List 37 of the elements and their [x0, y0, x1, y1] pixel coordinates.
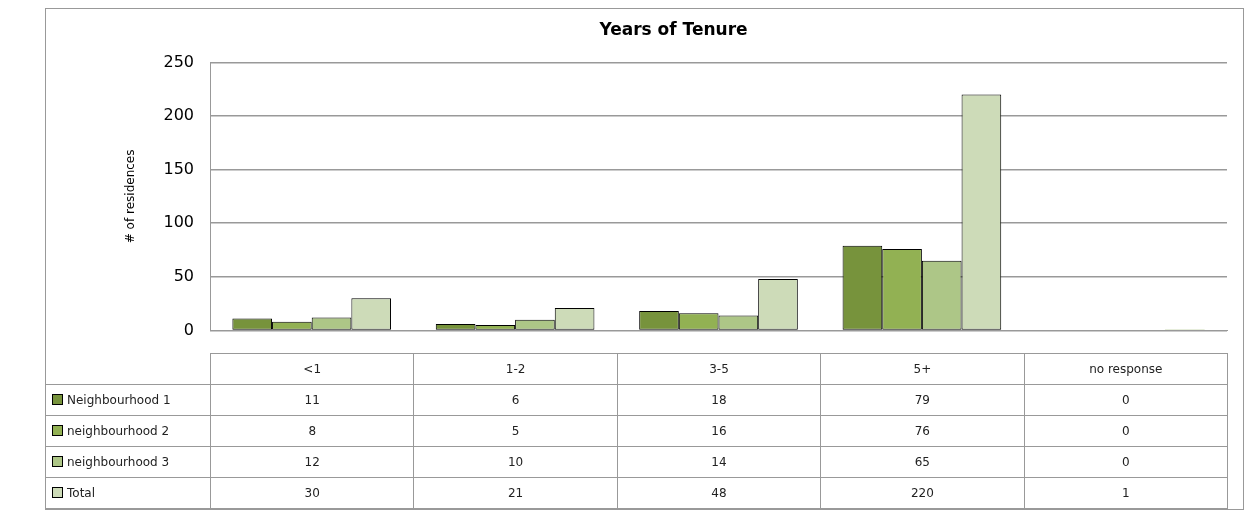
y-tick-label: 50 [173, 265, 194, 285]
data-label: 8 [210, 415, 414, 447]
y-tick-label: 100 [163, 212, 194, 232]
data-label: 30 [210, 477, 414, 509]
data-label: 12 [210, 446, 414, 478]
data-label: 0 [1024, 384, 1228, 416]
legend-label: neighbourhood 2 [45, 415, 211, 447]
data-label: 11 [210, 384, 414, 416]
data-label: 0 [1024, 415, 1228, 447]
x-tick-label: 1-2 [413, 353, 618, 385]
data-label: 1 [1024, 477, 1228, 509]
data-label: 0 [1024, 446, 1228, 478]
data-label: 48 [617, 477, 821, 509]
data-label: 14 [617, 446, 821, 478]
x-tick-label: 3-5 [617, 353, 821, 385]
data-label: 65 [820, 446, 1025, 478]
legend-label: neighbourhood 3 [45, 446, 211, 478]
legend-label: Total [45, 477, 211, 509]
x-tick-label: <1 [210, 353, 414, 385]
y-tick-label: 200 [163, 105, 194, 125]
chart-title: Years of Tenure [598, 18, 748, 39]
x-tick-label: 5+ [820, 353, 1025, 385]
data-label: 18 [617, 384, 821, 416]
x-tick-label: no response [1024, 353, 1228, 385]
data-label: 16 [617, 415, 821, 447]
data-label: 6 [413, 384, 618, 416]
y-axis-title: # of residences [123, 149, 138, 244]
data-label: 5 [413, 415, 618, 447]
data-label: 76 [820, 415, 1025, 447]
data-label: 21 [413, 477, 618, 509]
legend-label: Neighbourhood 1 [45, 384, 211, 416]
data-label: 220 [820, 477, 1025, 509]
y-tick-label: 250 [163, 51, 194, 71]
y-tick-label: 150 [163, 158, 194, 178]
y-tick-label: 0 [183, 319, 194, 339]
data-label: 79 [820, 384, 1025, 416]
data-label: 10 [413, 446, 618, 478]
